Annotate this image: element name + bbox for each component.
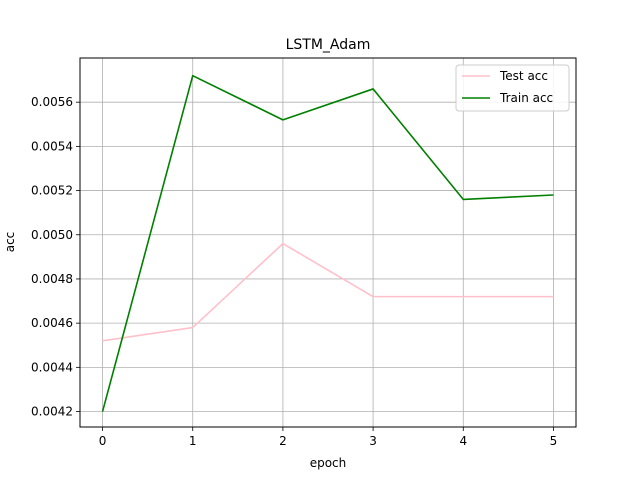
y-tick-label: 0.0056 <box>31 95 73 109</box>
legend-label-train-acc: Train acc <box>499 91 553 105</box>
x-tick-label: 5 <box>550 434 558 448</box>
series-line-train-acc <box>101 74 554 412</box>
x-tick-label: 1 <box>189 434 197 448</box>
y-tick-label: 0.0046 <box>31 316 73 330</box>
y-tick-label: 0.0054 <box>31 139 73 153</box>
series-lines <box>101 74 554 412</box>
plot-area-frame <box>79 57 577 428</box>
legend-label-test-acc: Test acc <box>499 69 548 83</box>
y-tick-label: 0.0048 <box>31 272 73 286</box>
axis-ticks: 0 1 2 3 4 5 0.0042 0.0044 0.0046 0.0048 0.0050 0.00… <box>31 95 557 448</box>
x-tick-label: 3 <box>369 434 377 448</box>
x-tick-label: 0 <box>99 434 107 448</box>
legend: Test acc Train acc <box>455 64 570 112</box>
x-tick-label: 4 <box>459 434 467 448</box>
y-tick-label: 0.0044 <box>31 360 73 374</box>
y-tick-label: 0.0042 <box>31 405 73 419</box>
x-tick-label: 2 <box>279 434 287 448</box>
series-line-test-acc <box>102 242 554 342</box>
y-tick-label: 0.0050 <box>31 228 73 242</box>
grid-lines <box>80 58 576 427</box>
chart-title: LSTM_Adam <box>286 37 371 53</box>
y-axis-label: acc <box>3 232 17 253</box>
x-axis-label: epoch <box>310 456 347 470</box>
y-tick-label: 0.0052 <box>31 184 73 198</box>
